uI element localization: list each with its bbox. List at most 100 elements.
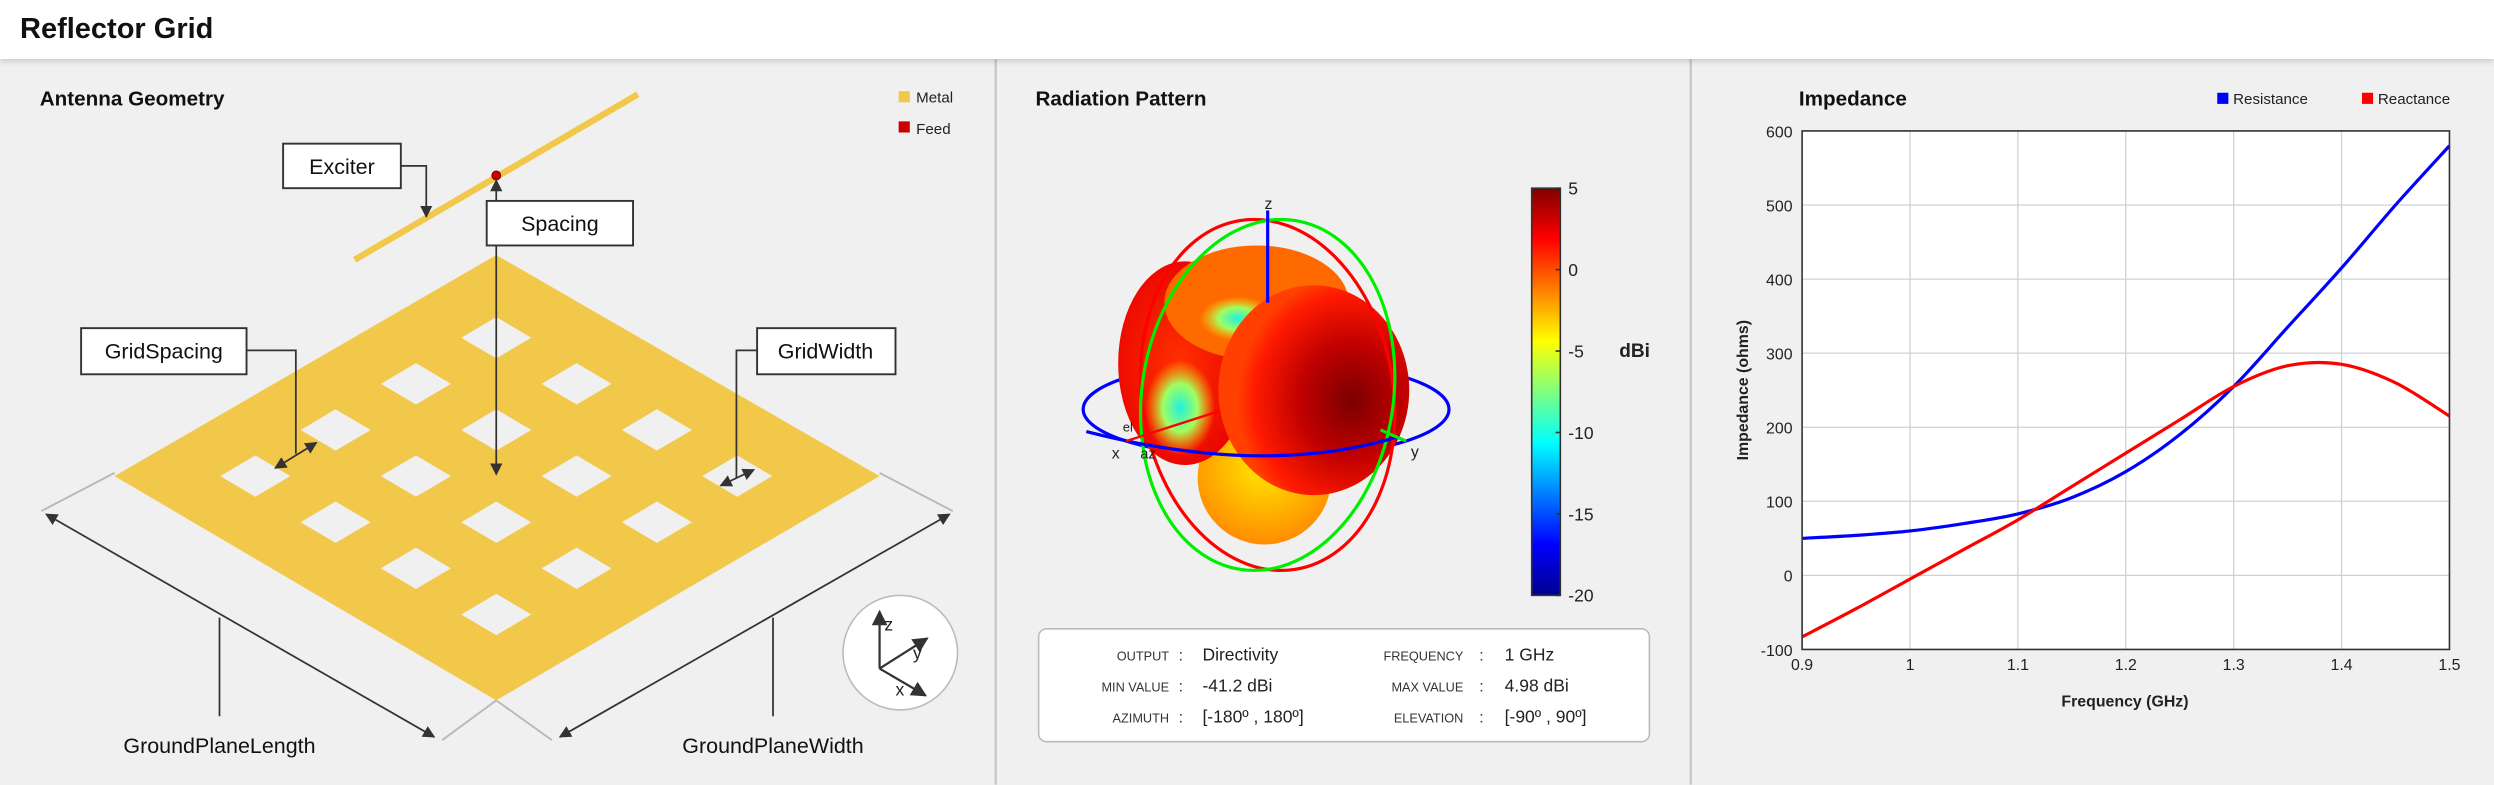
x-tick-label: 1.2 — [2115, 657, 2137, 674]
legend-swatch-metal — [898, 91, 910, 103]
radiation-pattern-panel: Radiation Pattern z x y az el 5 0 -5 -10 -15… — [1035, 87, 1651, 743]
info-colon: : — [1479, 679, 1483, 696]
info-value: Directivity — [1202, 645, 1278, 665]
x-tick-label: 0.9 — [1791, 657, 1813, 674]
label-ground-plane-width: GroundPlaneWidth — [682, 734, 863, 758]
info-colon: : — [1179, 648, 1183, 665]
y-tick-label: -100 — [1761, 643, 1793, 660]
y-tick-label: 500 — [1766, 198, 1793, 215]
svg-text:GridWidth: GridWidth — [778, 339, 873, 363]
svg-text:Exciter: Exciter — [309, 155, 375, 179]
plot-frame — [1801, 130, 2451, 651]
info-label: FREQUENCY — [1383, 649, 1463, 664]
grid-hole — [380, 363, 451, 405]
legend-label-reactance: Reactance — [2378, 91, 2450, 108]
colorbar-tick-label: 0 — [1568, 260, 1578, 280]
elevation-circle-xz — [1138, 217, 1397, 573]
impedance-plot[interactable]: 0.9 1 1.1 1.2 1.3 1.4 1.5 -100 0 100 200 300 400 500 6… — [1761, 124, 2461, 674]
info-label: AZIMUTH — [1113, 711, 1170, 726]
colorbar-tick-label: -15 — [1568, 504, 1593, 524]
pattern-lobe-right — [1218, 285, 1410, 496]
svg-text:x: x — [895, 680, 904, 700]
antenna-geometry-panel: Antenna Geometry Metal Feed — [40, 87, 959, 758]
x-tick-label: 1.5 — [2438, 657, 2460, 674]
legend-label-resistance: Resistance — [2233, 91, 2308, 108]
y-tick-label: 0 — [1784, 569, 1793, 586]
y-axis-line — [1379, 428, 1407, 443]
label-grid-width: GridWidth — [756, 327, 897, 376]
svg-text:az: az — [1140, 447, 1155, 463]
x-tick-label: 1.3 — [2223, 657, 2245, 674]
svg-text:y: y — [913, 643, 922, 663]
series-line-resistance — [1802, 144, 2451, 540]
dashboard: Antenna Geometry Metal Feed — [40, 59, 2461, 785]
y-tick-label: 100 — [1766, 495, 1793, 512]
info-box: OUTPUT: Directivity FREQUENCY: 1 GHz MIN VAL… — [1037, 627, 1651, 743]
panel-title: Antenna Geometry — [40, 87, 225, 110]
info-value: [-180º , 180º] — [1202, 707, 1303, 727]
info-colon: : — [1479, 710, 1483, 727]
svg-text:y: y — [1411, 444, 1419, 461]
pattern-3d-plot[interactable]: z x y az el — [1081, 196, 1451, 589]
x-axis-label: Frequency (GHz) — [2061, 694, 2188, 711]
label-spacing: Spacing — [485, 199, 634, 247]
chart-legend: Resistance Reactance — [2217, 91, 2450, 108]
colorbar-unit: dBi — [1619, 341, 1650, 362]
info-label: MIN VALUE — [1101, 680, 1169, 695]
y-tick-label: 600 — [1766, 124, 1793, 141]
grid-hole — [461, 593, 532, 636]
feed-point — [491, 170, 502, 181]
ground-plane-outline — [40, 472, 954, 741]
chart-title: Impedance — [1799, 87, 1907, 110]
colorbar-tick-label: -5 — [1568, 341, 1584, 361]
colorbar-tick-label: -10 — [1568, 423, 1594, 443]
series-line-reactance — [1801, 360, 2451, 639]
info-value: 1 GHz — [1505, 645, 1555, 665]
y-axis-label: Impedance (ohms) — [1735, 320, 1752, 460]
label-ground-plane-length: GroundPlaneLength — [123, 734, 315, 758]
grid-hole — [300, 409, 371, 451]
grid-hole — [380, 455, 451, 497]
elevation-circle-yz — [1138, 217, 1397, 573]
svg-text:z: z — [1264, 196, 1272, 213]
colorbar-tick-label: -20 — [1568, 586, 1594, 606]
legend-label-feed: Feed — [916, 121, 950, 138]
x-tick-label: 1.1 — [2007, 657, 2029, 674]
app-title: Reflector Grid — [20, 13, 214, 45]
y-tick-label: 300 — [1766, 347, 1793, 364]
x-tick-label: 1 — [1906, 657, 1915, 674]
svg-text:GridSpacing: GridSpacing — [105, 339, 223, 363]
pattern-null-side — [1145, 359, 1216, 456]
svg-text:el: el — [1123, 420, 1133, 435]
label-grid-spacing: GridSpacing — [80, 327, 248, 376]
x-axis-line — [1125, 409, 1221, 443]
legend-swatch-resistance — [2217, 92, 2229, 104]
svg-text:z: z — [884, 614, 893, 634]
axes-triad: z y x — [842, 594, 959, 711]
info-value: -41.2 dBi — [1202, 676, 1272, 696]
impedance-panel: Impedance Resistance Reactance 0.9 1 1.1 1.… — [1735, 87, 2461, 710]
info-colon: : — [1479, 648, 1483, 665]
info-value: 4.98 dBi — [1505, 676, 1569, 696]
info-label: OUTPUT — [1117, 649, 1170, 664]
info-colon: : — [1179, 679, 1183, 696]
azimuth-front-arc — [1085, 430, 1401, 458]
legend-swatch-reactance — [2361, 92, 2374, 104]
colorbar-tick-label: 5 — [1568, 179, 1578, 199]
y-tick-label: 400 — [1766, 272, 1793, 289]
svg-text:x: x — [1112, 446, 1120, 463]
info-colon: : — [1179, 710, 1183, 727]
label-exciter: Exciter — [282, 142, 402, 190]
legend-label-metal: Metal — [916, 89, 953, 106]
info-label: ELEVATION — [1394, 711, 1463, 726]
legend-swatch-feed — [898, 121, 910, 133]
info-label: MAX VALUE — [1391, 680, 1463, 695]
panel-title: Radiation Pattern — [1035, 87, 1206, 110]
svg-text:Spacing: Spacing — [521, 212, 599, 236]
info-value: [-90º , 90º] — [1505, 707, 1587, 727]
colorbar: 5 0 -5 -10 -15 -20 dBi — [1530, 179, 1650, 606]
title-bar: Reflector Grid — [0, 0, 2494, 59]
x-tick-label: 1.4 — [2331, 657, 2353, 674]
grid-hole — [220, 455, 291, 497]
y-tick-label: 200 — [1766, 421, 1793, 438]
